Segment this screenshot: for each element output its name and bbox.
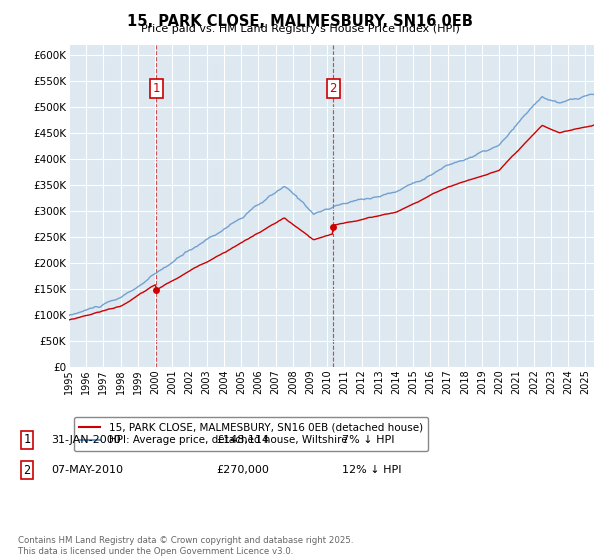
Text: 7% ↓ HPI: 7% ↓ HPI — [342, 435, 395, 445]
Text: 07-MAY-2010: 07-MAY-2010 — [51, 465, 123, 475]
Text: 1: 1 — [152, 82, 160, 95]
Text: 1: 1 — [23, 433, 31, 446]
Text: £270,000: £270,000 — [216, 465, 269, 475]
Text: Price paid vs. HM Land Registry's House Price Index (HPI): Price paid vs. HM Land Registry's House … — [140, 24, 460, 34]
Text: £148,114: £148,114 — [216, 435, 269, 445]
Text: Contains HM Land Registry data © Crown copyright and database right 2025.
This d: Contains HM Land Registry data © Crown c… — [18, 536, 353, 556]
Text: 2: 2 — [329, 82, 337, 95]
Text: 31-JAN-2000: 31-JAN-2000 — [51, 435, 121, 445]
Legend: 15, PARK CLOSE, MALMESBURY, SN16 0EB (detached house), HPI: Average price, detac: 15, PARK CLOSE, MALMESBURY, SN16 0EB (de… — [74, 417, 428, 451]
Text: 15, PARK CLOSE, MALMESBURY, SN16 0EB: 15, PARK CLOSE, MALMESBURY, SN16 0EB — [127, 14, 473, 29]
Text: 2: 2 — [23, 464, 31, 477]
Text: 12% ↓ HPI: 12% ↓ HPI — [342, 465, 401, 475]
